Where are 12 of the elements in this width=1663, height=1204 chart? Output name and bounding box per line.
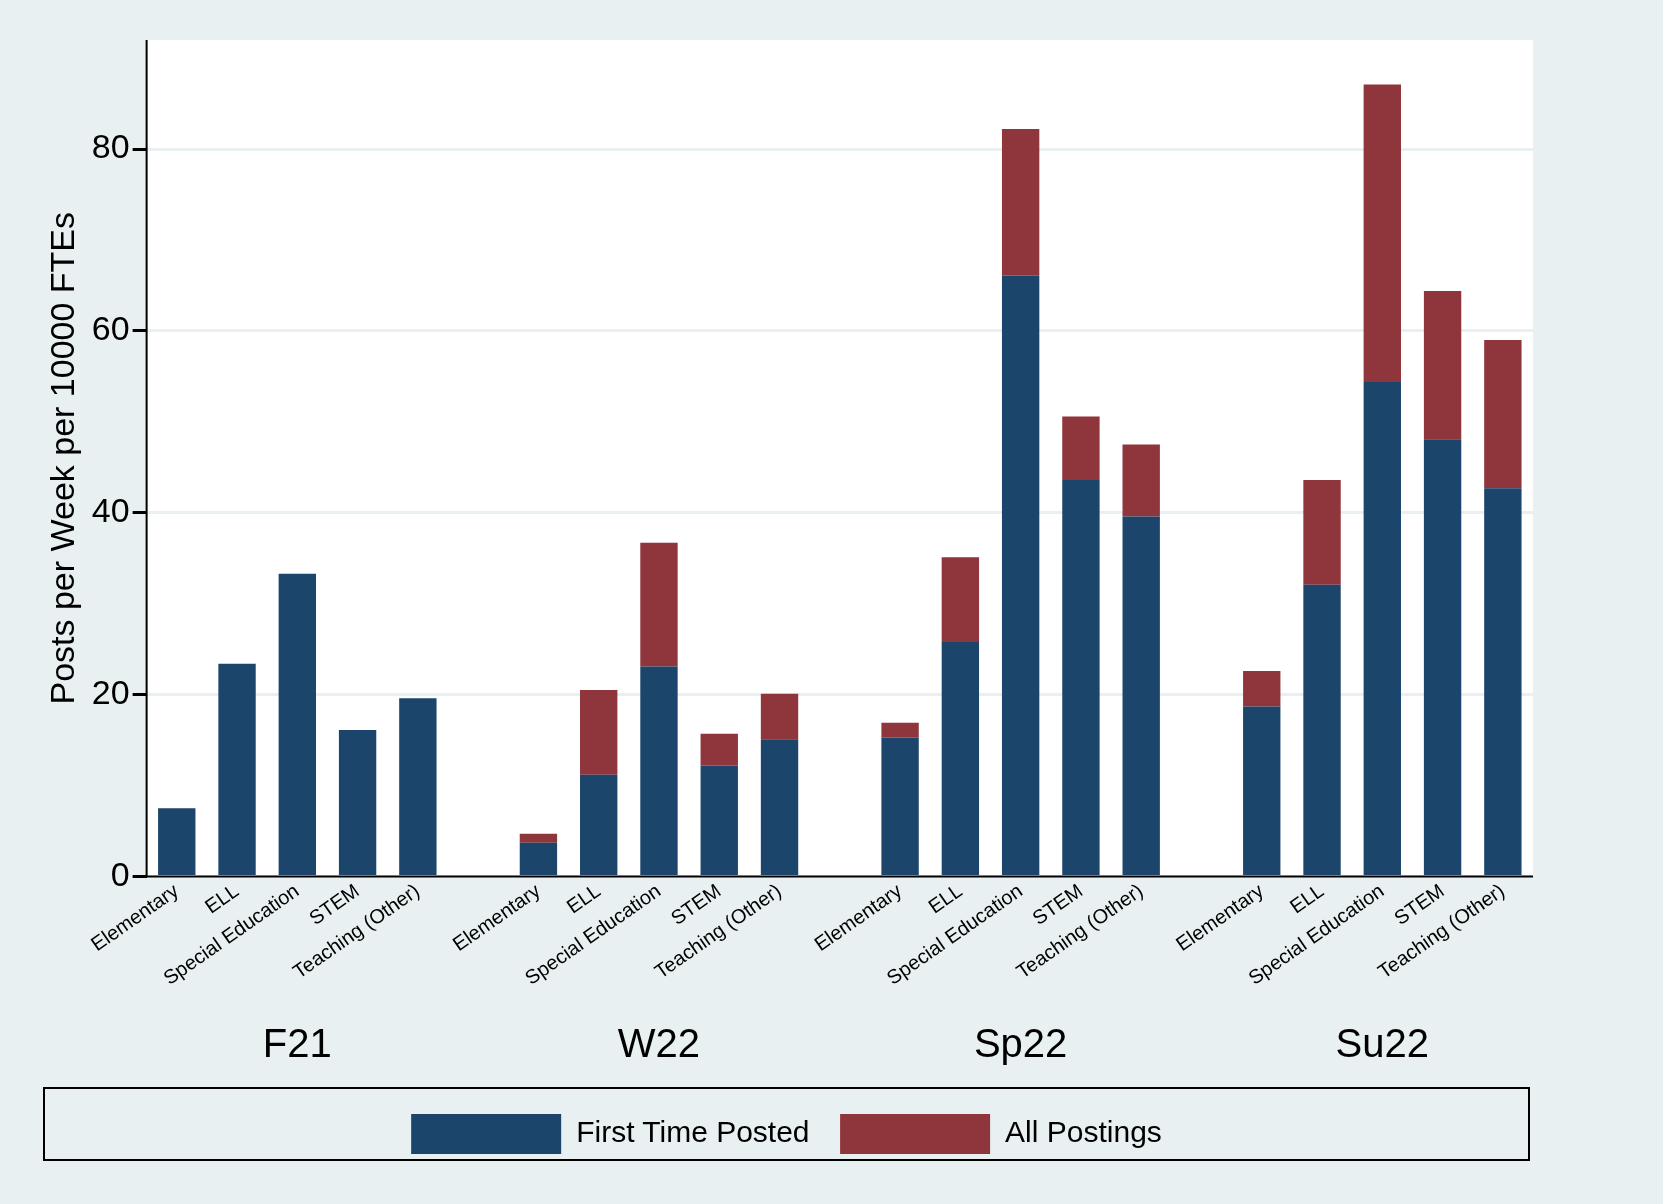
y-tick-label: 40 [91,491,130,530]
text: Sp22 [973,1021,1068,1066]
text: W22 [617,1021,701,1066]
y-tick-label: 80 [91,127,130,166]
y-tick-label: 20 [91,673,130,712]
legend-label: First Time Posted [576,1115,810,1149]
legend-label: All Postings [1005,1115,1162,1149]
y-tick-label: 0 [110,854,130,893]
text: Su22 [1335,1021,1430,1066]
text: F21 [262,1021,332,1066]
y-axis-title: Posts per Week per 10000 FTEs [42,211,81,705]
y-tick-label: 60 [91,309,130,348]
